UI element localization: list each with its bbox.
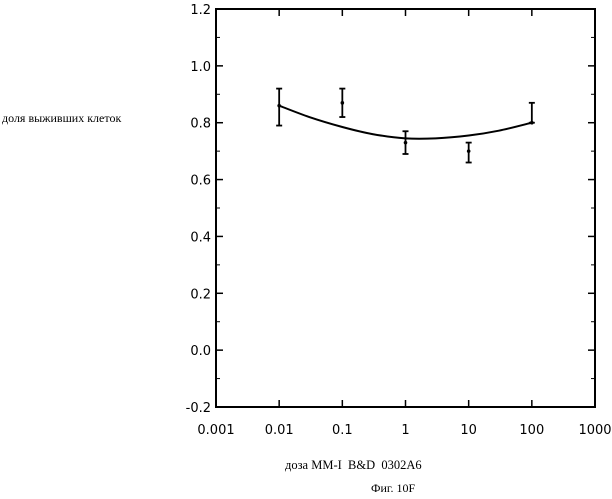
y-tick-label: 0.6	[190, 174, 211, 189]
data-point	[404, 141, 408, 145]
data-point	[467, 149, 471, 153]
ticks: -0.2 0.0 0.2 0.4 0.6 0.8 1.0 1.2 0.001 0.01 0.1 1 10…	[186, 3, 612, 438]
x-tick-label: 0.1	[332, 423, 353, 438]
figure-caption: Фиг. 10F	[371, 481, 415, 496]
axes	[216, 9, 595, 407]
x-tick-label: 0.01	[265, 423, 294, 438]
y-tick-label: 0.0	[190, 344, 211, 359]
data-point	[530, 121, 534, 125]
x-tick-label: 10	[460, 423, 477, 438]
y-axis-label: доля выживших клеток	[2, 111, 121, 126]
y-tick-label: 1.0	[190, 60, 211, 75]
plot-frame	[216, 9, 595, 407]
data-point	[341, 101, 345, 105]
error-bars	[276, 89, 535, 163]
y-tick-label: 0.4	[190, 230, 211, 245]
y-tick-label: -0.2	[186, 401, 211, 416]
x-tick-label: 100	[519, 423, 544, 438]
x-tick-label: 1000	[578, 423, 611, 438]
x-tick-label: 0.001	[197, 423, 234, 438]
y-tick-label: 0.2	[190, 287, 211, 302]
y-tick-label: 0.8	[190, 117, 211, 132]
x-axis-label: доза MM-I B&D 0302A6	[285, 458, 422, 473]
y-tick-label: 1.2	[190, 3, 211, 18]
x-tick-label: 1	[401, 423, 409, 438]
data-point	[277, 104, 281, 108]
